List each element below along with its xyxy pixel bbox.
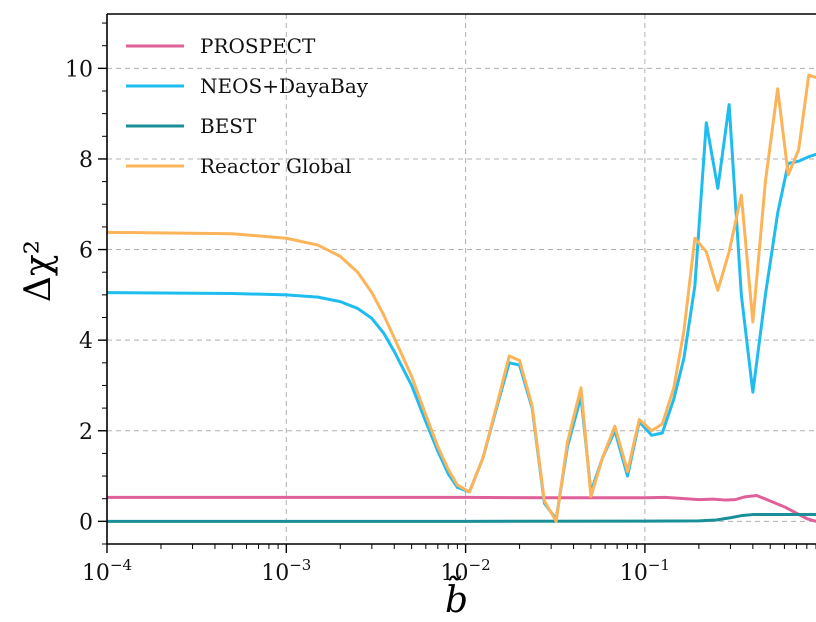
legend-label: BEST (200, 114, 257, 138)
legend-label: PROSPECT (200, 34, 316, 58)
y-tick-label: 2 (79, 420, 93, 445)
x-tick-label: 10−3 (261, 556, 311, 586)
y-axis-label: Δχ² (18, 240, 59, 302)
y-tick-label: 6 (79, 239, 93, 264)
x-axis-label: b̃ (445, 576, 468, 621)
x-tick-label: 10−4 (82, 556, 132, 586)
legend: PROSPECT NEOS+DayaBay BEST Reactor Global (126, 34, 369, 178)
series-group (107, 73, 816, 523)
x-tick-label: 10−2 (441, 556, 491, 586)
legend-label: NEOS+DayaBay (200, 74, 369, 98)
axes: 10−4 10−3 10−2 10−1 0 2 4 6 8 10 b̃ Δχ² (18, 13, 816, 621)
legend-label: Reactor Global (200, 154, 352, 178)
series-line (107, 73, 816, 523)
y-tick-label: 8 (79, 148, 93, 173)
y-tick-label: 10 (65, 57, 93, 82)
y-tick-label: 4 (79, 329, 93, 354)
x-tick-label: 10−1 (620, 556, 670, 586)
series-line (107, 494, 816, 523)
series-line (107, 513, 816, 523)
y-tick-label: 0 (79, 510, 93, 535)
